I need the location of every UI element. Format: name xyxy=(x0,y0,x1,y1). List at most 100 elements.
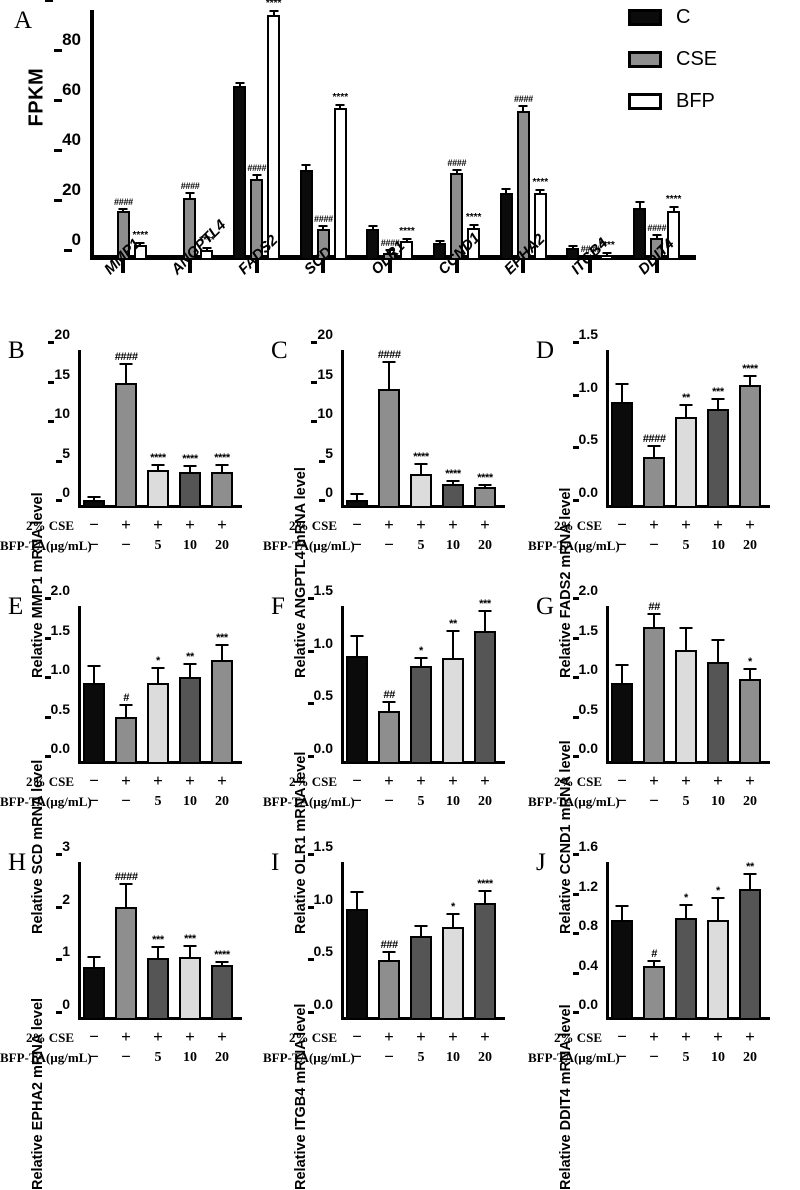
significance-marker: **** xyxy=(413,450,429,463)
bfp-ta-dose-value: − xyxy=(384,1047,394,1066)
tickmark xyxy=(572,971,579,975)
panel-d: D Relative FADS2 mRNA level 0.0 0.5 1.0 1.5 ##… xyxy=(528,326,793,678)
significance-marker: **** xyxy=(214,452,230,465)
bfp-ta-dose-value: − xyxy=(352,791,362,810)
error-bar xyxy=(685,628,687,651)
panel-a-bar xyxy=(667,210,681,260)
bar xyxy=(378,711,400,764)
error-bar xyxy=(157,465,159,471)
panel-e-letter: E xyxy=(8,593,24,620)
error-bar xyxy=(621,384,623,402)
bar xyxy=(346,909,368,1020)
panel-a-significance-marker: #### xyxy=(647,223,667,233)
ytick-label: 1 xyxy=(56,943,78,962)
tickmark xyxy=(56,499,63,502)
panel-a-y-axis xyxy=(90,10,94,260)
ytick-label: 15 xyxy=(311,366,341,384)
error-bar xyxy=(653,446,655,458)
significance-marker: #### xyxy=(114,871,138,884)
error-cap xyxy=(446,630,460,633)
error-bar xyxy=(653,961,655,966)
panel-a-plot-area: 020406080100####****####****####****####… xyxy=(44,0,696,273)
panel-a-error-cap xyxy=(252,174,262,177)
cse-condition-value: − xyxy=(617,1027,627,1046)
significance-marker: *** xyxy=(712,385,724,398)
tickmark xyxy=(572,932,579,935)
panel-a-error-cap xyxy=(318,224,328,227)
significance-marker: #### xyxy=(642,432,666,445)
tickmark xyxy=(572,393,579,397)
ytick-label: 2.0 xyxy=(572,582,606,600)
error-bar xyxy=(388,702,390,712)
cse-condition-value: − xyxy=(89,515,99,534)
cse-row-label: 2% CSE xyxy=(25,518,74,533)
bfp-ta-dose-value: − xyxy=(121,535,131,554)
cse-row-label: 2% CSE xyxy=(25,774,74,789)
bar xyxy=(211,659,233,764)
y-axis xyxy=(606,862,609,1020)
error-bar xyxy=(717,898,719,921)
bfp-ta-row-label: BFP-TA(µg/mL) xyxy=(0,1050,92,1065)
panel-a-ytick-label: 20 xyxy=(54,180,90,202)
panel-a-error-bar xyxy=(539,190,542,193)
significance-marker: *** xyxy=(479,598,491,611)
bfp-ta-dose-value: − xyxy=(617,791,627,810)
bfp-ta-dose-value: − xyxy=(89,791,99,810)
significance-marker: **** xyxy=(477,877,493,890)
cse-condition-value: + xyxy=(745,771,755,790)
panel-a-significance-marker: **** xyxy=(265,0,282,9)
panel-a-bar-group: #### **** xyxy=(490,10,557,273)
error-cap xyxy=(119,703,133,706)
significance-marker: # xyxy=(123,691,129,704)
panel-a-bar xyxy=(450,173,464,260)
panel-a-error-bar xyxy=(272,11,275,15)
panel-a-error-bar xyxy=(388,251,391,253)
panel-b: B Relative MMP1 mRNA level 0 5 10 15 20 #### ***… xyxy=(0,326,265,678)
cse-row-label: 2% CSE xyxy=(25,1030,74,1045)
panel-a-error-bar xyxy=(522,107,525,112)
tickmark xyxy=(572,597,579,600)
bfp-ta-dose-value: 10 xyxy=(446,538,460,553)
panel-a-significance-marker: **** xyxy=(399,225,415,237)
panel-a-bar xyxy=(333,107,347,260)
panel-a-group-tick xyxy=(454,260,459,273)
cse-condition-value: + xyxy=(416,771,426,790)
panel-a-error-cap xyxy=(501,188,511,190)
ytick-label: 0 xyxy=(56,996,78,1014)
tickmark xyxy=(319,459,326,463)
error-cap xyxy=(647,959,661,962)
cse-condition-value: + xyxy=(448,515,458,534)
panel-a-error-cap xyxy=(385,249,395,252)
bfp-ta-dose-value: 20 xyxy=(215,1050,229,1065)
panel-a-tickmark xyxy=(54,199,63,202)
bfp-ta-dose-value: 10 xyxy=(711,794,725,809)
error-cap xyxy=(382,360,396,363)
bar xyxy=(675,650,697,764)
error-bar xyxy=(125,885,127,908)
ytick-label: 2.0 xyxy=(44,582,78,600)
ytick-label: 0 xyxy=(56,484,78,502)
cse-row-label: 2% CSE xyxy=(553,518,602,533)
panel-a-error-bar xyxy=(205,249,208,250)
ytick-label: 0.5 xyxy=(44,701,78,719)
bar xyxy=(474,631,496,764)
error-cap xyxy=(743,668,757,670)
y-axis xyxy=(78,862,81,1020)
cse-condition-value: + xyxy=(153,515,163,534)
error-cap xyxy=(215,960,229,963)
error-cap xyxy=(350,890,364,893)
panel-a-tickmark xyxy=(54,49,63,52)
panel-a-error-cap xyxy=(135,242,145,244)
error-bar xyxy=(93,957,95,968)
error-cap xyxy=(382,700,396,703)
ytick-label: 0.0 xyxy=(572,484,606,502)
tickmark xyxy=(56,1011,63,1014)
significance-marker: *** xyxy=(152,933,164,946)
significance-marker: **** xyxy=(445,467,461,480)
error-bar xyxy=(125,705,127,718)
panel-a-error-bar xyxy=(188,193,191,198)
bar xyxy=(707,409,729,508)
bar xyxy=(115,383,137,508)
panel-a-ytick-label: 0 xyxy=(63,230,90,252)
